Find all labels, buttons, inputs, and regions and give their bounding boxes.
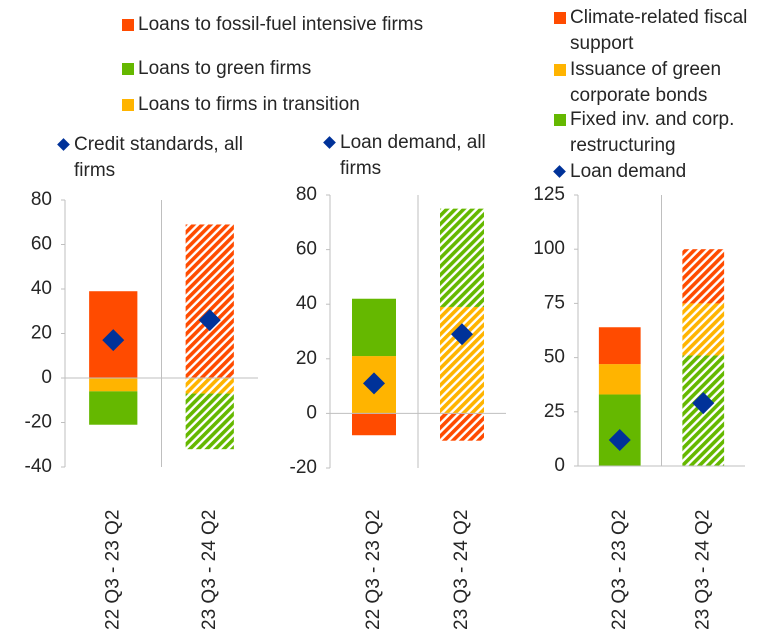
bar-segment (185, 378, 234, 394)
marker (451, 323, 473, 346)
y-tick-label: 75 (544, 292, 565, 313)
legend-item: Loan demand (553, 159, 762, 185)
bar-segment (598, 327, 641, 365)
legend-item: Loans to fossil-fuel intensive firms (122, 12, 424, 38)
bar-segment (440, 208, 484, 307)
y-tick-label: 80 (31, 189, 52, 210)
y-tick-label: 60 (31, 234, 52, 255)
bar-segment (352, 413, 396, 436)
legend-swatch (554, 64, 566, 76)
bar-segment (440, 306, 484, 414)
legend-label: Climate-related fiscal support (570, 7, 748, 54)
legend-label: Fixed inv. and corp. restructuring (570, 109, 735, 156)
legend-item: Credit standards, all firms (57, 132, 259, 184)
y-tick-label: -20 (25, 412, 52, 433)
y-tick-label: -40 (25, 456, 52, 477)
legend-swatch (122, 63, 134, 75)
legend-item: Loans to green firms (122, 56, 312, 82)
y-tick-label: -20 (290, 457, 317, 478)
legend-swatch (554, 114, 566, 126)
x-tick-label: 22 Q3 - 23 Q2 (102, 510, 123, 630)
y-tick-label: 20 (296, 348, 317, 369)
y-tick-label: 40 (296, 293, 317, 314)
marker (102, 329, 125, 352)
legend-item: Loans to firms in transition (122, 92, 360, 118)
legend-swatch (554, 12, 566, 24)
y-tick-label: 0 (41, 367, 52, 388)
y-tick-label: 0 (554, 455, 565, 476)
legend-label: Loan demand, all firms (340, 132, 486, 179)
bar-segment (185, 393, 234, 450)
legend-label: Loans to firms in transition (138, 94, 360, 115)
bar-segment (89, 391, 138, 425)
x-tick-label: 23 Q3 - 24 Q2 (199, 510, 220, 630)
marker (692, 392, 715, 415)
legend-swatch (122, 19, 134, 31)
x-tick-label: 23 Q3 - 24 Q2 (451, 510, 472, 630)
bar-segment (440, 413, 484, 441)
legend-label: Issuance of green corporate bonds (570, 59, 722, 106)
legend-item: Loan demand, all firms (323, 130, 515, 182)
marker (608, 428, 631, 451)
legend-label: Loan demand (570, 161, 687, 182)
bar-segment (598, 364, 641, 395)
legend-label: Loans to green firms (138, 58, 312, 79)
legend-item: Climate-related fiscal support (554, 5, 762, 57)
bar-segment (352, 298, 396, 357)
y-tick-label: 20 (31, 323, 52, 344)
x-tick-label: 22 Q3 - 23 Q2 (609, 510, 630, 630)
y-tick-label: 25 (544, 401, 565, 422)
bar-segment (185, 224, 234, 378)
y-tick-label: 100 (533, 238, 565, 259)
marker (198, 309, 221, 332)
y-tick-label: 50 (544, 347, 565, 368)
marker (363, 372, 385, 395)
legend-label: Loans to fossil-fuel intensive firms (138, 14, 424, 35)
y-tick-label: 80 (296, 184, 317, 205)
legend-item: Issuance of green corporate bonds (554, 57, 762, 109)
y-tick-label: 0 (306, 402, 317, 423)
x-tick-label: 22 Q3 - 23 Q2 (363, 510, 384, 630)
bar-segment (89, 378, 138, 392)
y-tick-label: 125 (533, 184, 565, 205)
y-tick-label: 60 (296, 239, 317, 260)
y-tick-label: 40 (31, 278, 52, 299)
bar-segment (682, 249, 725, 304)
legend-item: Fixed inv. and corp. restructuring (554, 107, 762, 159)
legend-swatch (122, 99, 134, 111)
x-tick-label: 23 Q3 - 24 Q2 (692, 510, 713, 630)
legend-label: Credit standards, all firms (74, 134, 243, 181)
bar-segment (682, 303, 725, 356)
